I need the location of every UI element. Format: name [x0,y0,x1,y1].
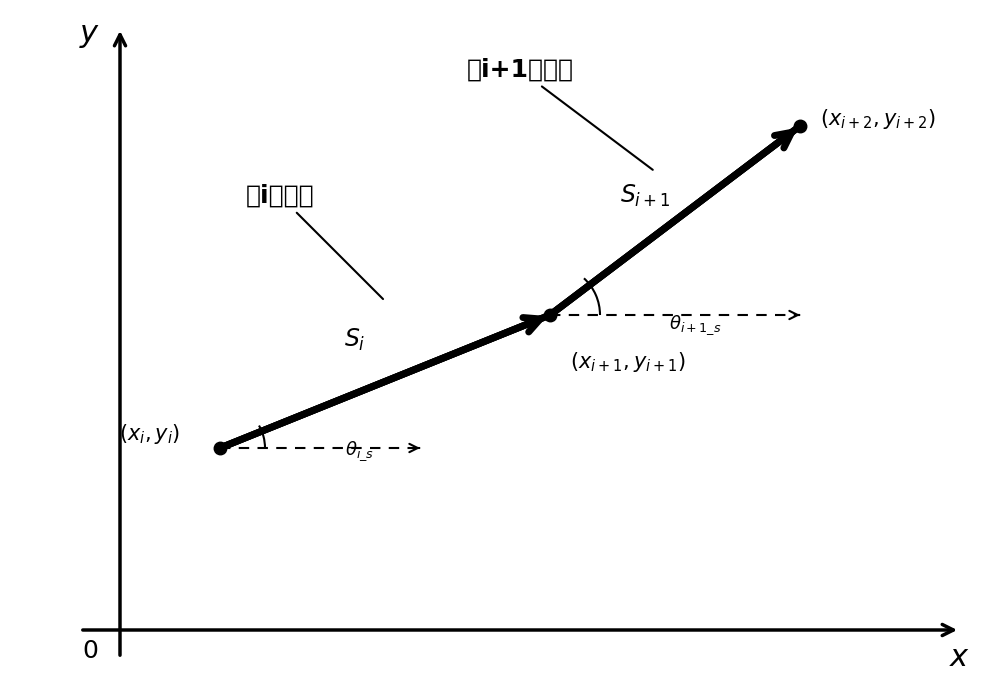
Text: $(x_i,y_i)$: $(x_i,y_i)$ [119,422,181,446]
Text: $\theta_{i+1\_s}$: $\theta_{i+1\_s}$ [669,314,721,337]
Text: $S_{i+1}$: $S_{i+1}$ [620,183,670,209]
Text: 第i+1段轨迹: 第i+1段轨迹 [466,58,653,170]
Text: 0: 0 [82,639,98,663]
Text: 第i段轨迹: 第i段轨迹 [246,184,383,299]
Text: $x$: $x$ [949,643,971,673]
Text: $S_i$: $S_i$ [344,326,366,353]
Text: $y$: $y$ [79,20,101,50]
Text: $\theta_{i\_s}$: $\theta_{i\_s}$ [345,440,375,463]
Text: $(x_{i+1},y_{i+1})$: $(x_{i+1},y_{i+1})$ [570,350,686,374]
Text: $(x_{i+2},y_{i+2})$: $(x_{i+2},y_{i+2})$ [820,107,936,131]
